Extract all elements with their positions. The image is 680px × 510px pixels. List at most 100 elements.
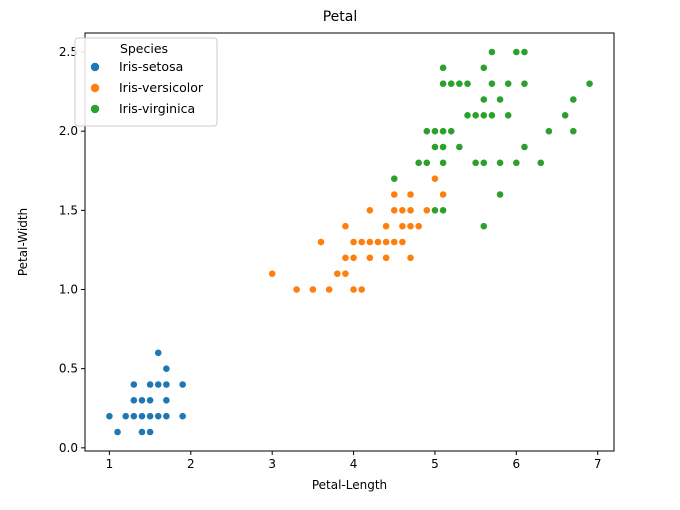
- data-point: [512, 158, 521, 167]
- data-point: [439, 190, 447, 199]
- y-tick-label: 2.5: [59, 45, 78, 59]
- legend-label: Iris-versicolor: [119, 80, 204, 95]
- legend-label: Iris-virginica: [119, 101, 195, 116]
- data-point: [325, 285, 334, 294]
- data-point: [121, 412, 130, 421]
- x-axis-label: Petal-Length: [312, 478, 387, 492]
- data-point: [398, 206, 407, 215]
- data-point: [422, 127, 431, 136]
- data-point: [439, 158, 447, 167]
- legend-box: [74, 37, 218, 127]
- data-point: [520, 79, 529, 88]
- data-point: [390, 190, 399, 199]
- data-point: [138, 396, 146, 405]
- data-point: [561, 111, 570, 120]
- data-point: [146, 428, 155, 436]
- legend: Species Iris-setosa Iris-versicolor Iris-v…: [74, 37, 218, 127]
- legend-label: Iris-setosa: [119, 59, 183, 74]
- data-point: [382, 222, 391, 231]
- data-point: [439, 127, 447, 136]
- data-point: [146, 396, 155, 405]
- data-point: [504, 79, 513, 88]
- data-point: [365, 238, 374, 246]
- data-point: [365, 253, 374, 262]
- y-tick-label: 1.0: [59, 283, 78, 297]
- legend-marker: [90, 104, 100, 114]
- data-point: [439, 143, 447, 151]
- data-point: [431, 174, 439, 183]
- data-point: [479, 158, 488, 167]
- legend-marker: [90, 83, 100, 93]
- data-point: [341, 253, 350, 262]
- x-tick-label: 3: [268, 457, 276, 471]
- data-point: [154, 348, 163, 357]
- data-point: [382, 253, 391, 262]
- data-point: [463, 79, 472, 88]
- legend-entries: Iris-setosa Iris-versicolor Iris-virginica: [90, 59, 204, 116]
- data-point: [447, 79, 456, 88]
- legend-marker: [90, 62, 100, 72]
- data-point: [162, 396, 171, 405]
- data-point: [431, 127, 439, 136]
- data-point: [496, 158, 504, 167]
- data-point: [308, 285, 317, 294]
- data-point: [341, 222, 350, 231]
- plot-area-frame: [84, 32, 615, 452]
- data-point: [414, 158, 423, 167]
- data-point: [439, 63, 447, 72]
- data-point: [585, 79, 594, 88]
- y-axis-label: Petal-Width: [16, 208, 30, 276]
- y-tick-label: 0.0: [59, 441, 78, 455]
- x-tick-label: 2: [187, 457, 195, 471]
- data-point: [414, 222, 423, 231]
- data-point: [154, 412, 163, 421]
- data-point: [162, 364, 171, 373]
- data-point: [496, 95, 504, 104]
- data-point: [439, 79, 447, 88]
- data-point: [357, 285, 366, 294]
- data-point: [349, 238, 358, 246]
- data-point: [341, 269, 350, 278]
- data-point: [390, 206, 399, 215]
- data-point: [488, 111, 496, 120]
- x-tick-label: 5: [431, 457, 439, 471]
- data-point: [162, 412, 171, 421]
- data-point: [488, 48, 496, 56]
- data-point: [268, 269, 277, 278]
- data-point: [406, 190, 415, 199]
- data-point: [479, 222, 488, 231]
- data-point: [398, 222, 407, 231]
- data-point: [544, 127, 553, 136]
- data-point: [439, 206, 447, 215]
- data-point: [504, 111, 513, 120]
- data-point: [406, 222, 415, 231]
- data-point: [479, 63, 488, 72]
- x-tick-label: 1: [106, 457, 114, 471]
- data-point: [422, 158, 431, 167]
- data-point: [113, 428, 122, 436]
- data-point: [129, 380, 138, 389]
- data-point: [520, 48, 529, 56]
- y-tick-label: 1.5: [59, 203, 78, 217]
- data-point: [138, 412, 146, 421]
- data-point: [317, 238, 325, 246]
- data-point: [569, 95, 578, 104]
- data-point: [406, 206, 415, 215]
- data-point: [496, 190, 504, 199]
- data-point: [455, 79, 464, 88]
- data-point: [569, 127, 578, 136]
- data-point: [382, 238, 391, 246]
- points-layer: [105, 48, 594, 436]
- data-point: [431, 143, 439, 151]
- x-tick-label: 4: [350, 457, 358, 471]
- data-point: [349, 253, 358, 262]
- legend-title: Species: [120, 41, 168, 56]
- data-point: [447, 127, 456, 136]
- data-point: [463, 111, 472, 120]
- data-point: [178, 380, 187, 389]
- data-point: [146, 380, 155, 389]
- data-point: [357, 238, 366, 246]
- data-point: [422, 206, 431, 215]
- y-axis: 0.0 0.5 1.0 1.5 2.0 2.5: [59, 45, 85, 455]
